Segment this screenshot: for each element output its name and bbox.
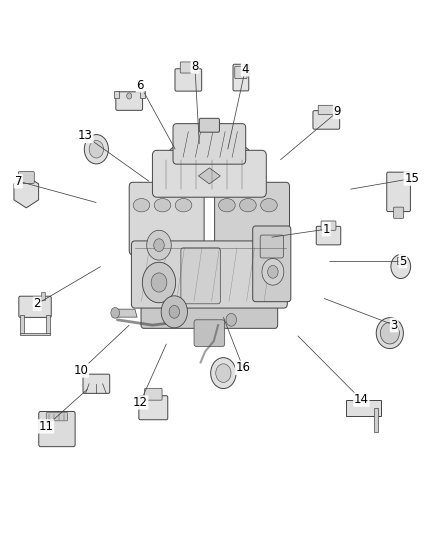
FancyBboxPatch shape — [233, 64, 249, 91]
Text: 2: 2 — [33, 297, 41, 310]
Text: 9: 9 — [333, 106, 341, 118]
FancyBboxPatch shape — [235, 66, 247, 78]
FancyBboxPatch shape — [131, 241, 287, 308]
Text: 12: 12 — [133, 396, 148, 409]
Circle shape — [111, 308, 120, 318]
Bar — [397, 257, 405, 264]
FancyBboxPatch shape — [116, 92, 142, 110]
Ellipse shape — [166, 138, 253, 182]
Text: 5: 5 — [399, 255, 406, 268]
Polygon shape — [14, 176, 39, 208]
Text: 11: 11 — [39, 420, 53, 433]
FancyBboxPatch shape — [387, 172, 410, 212]
FancyBboxPatch shape — [175, 69, 201, 91]
Circle shape — [142, 262, 176, 303]
FancyBboxPatch shape — [139, 395, 168, 420]
Ellipse shape — [376, 318, 403, 349]
Text: 13: 13 — [78, 130, 93, 142]
Ellipse shape — [175, 198, 192, 212]
Text: 14: 14 — [354, 393, 369, 406]
Circle shape — [226, 313, 237, 326]
FancyBboxPatch shape — [194, 320, 225, 346]
Circle shape — [268, 265, 278, 278]
Bar — [20, 314, 24, 334]
Bar — [374, 408, 378, 432]
Bar — [139, 91, 145, 99]
FancyBboxPatch shape — [46, 413, 67, 421]
FancyBboxPatch shape — [253, 226, 291, 302]
FancyBboxPatch shape — [19, 296, 51, 318]
FancyBboxPatch shape — [129, 182, 204, 255]
Circle shape — [169, 305, 180, 318]
Text: 16: 16 — [236, 361, 251, 374]
FancyBboxPatch shape — [145, 389, 162, 400]
FancyBboxPatch shape — [141, 293, 278, 328]
FancyBboxPatch shape — [181, 248, 220, 304]
FancyBboxPatch shape — [173, 124, 246, 164]
FancyBboxPatch shape — [152, 150, 266, 197]
Text: 8: 8 — [191, 60, 198, 73]
Ellipse shape — [240, 198, 256, 212]
Text: 6: 6 — [136, 79, 144, 92]
Circle shape — [262, 259, 284, 285]
Ellipse shape — [216, 364, 231, 382]
Ellipse shape — [391, 255, 411, 279]
Bar — [46, 314, 50, 334]
FancyBboxPatch shape — [316, 227, 341, 245]
FancyBboxPatch shape — [39, 411, 75, 447]
FancyBboxPatch shape — [393, 207, 404, 219]
Ellipse shape — [261, 198, 277, 212]
Bar — [346, 400, 381, 416]
Text: 10: 10 — [74, 364, 88, 377]
FancyBboxPatch shape — [83, 374, 110, 393]
FancyBboxPatch shape — [215, 182, 290, 255]
Ellipse shape — [219, 198, 235, 212]
Circle shape — [151, 273, 167, 292]
Text: 4: 4 — [241, 63, 249, 76]
Text: 1: 1 — [322, 223, 330, 236]
Circle shape — [127, 93, 132, 99]
Ellipse shape — [133, 198, 150, 212]
FancyBboxPatch shape — [318, 106, 335, 115]
Circle shape — [161, 296, 187, 328]
Text: 3: 3 — [391, 319, 398, 332]
Bar — [41, 292, 46, 300]
Ellipse shape — [89, 140, 103, 158]
FancyBboxPatch shape — [18, 172, 34, 183]
FancyBboxPatch shape — [313, 111, 340, 129]
Ellipse shape — [211, 358, 236, 389]
Ellipse shape — [84, 134, 109, 164]
Ellipse shape — [154, 198, 171, 212]
Circle shape — [147, 230, 171, 260]
FancyBboxPatch shape — [260, 235, 283, 258]
Polygon shape — [113, 309, 137, 317]
Text: 7: 7 — [14, 175, 22, 188]
Polygon shape — [198, 168, 220, 184]
FancyBboxPatch shape — [180, 62, 196, 73]
Text: 15: 15 — [404, 172, 419, 185]
Circle shape — [154, 239, 164, 252]
Bar — [113, 91, 119, 99]
Bar — [20, 333, 50, 335]
Ellipse shape — [380, 322, 399, 344]
FancyBboxPatch shape — [321, 221, 336, 230]
FancyBboxPatch shape — [199, 118, 219, 132]
